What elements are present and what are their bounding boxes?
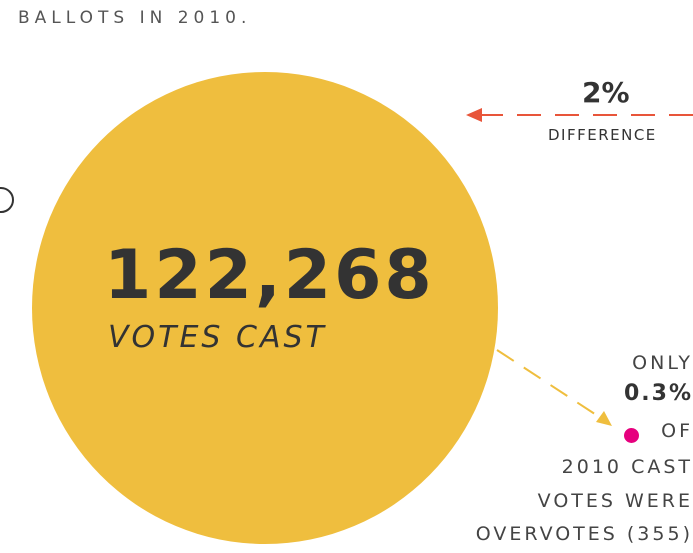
overvotes-line-3: OVERVOTES (355) — [475, 523, 693, 545]
difference-label: DIFFERENCE — [548, 126, 657, 144]
overvotes-dot-icon — [624, 428, 639, 443]
votes-cast-number: 122,268 — [104, 236, 435, 315]
overvotes-only-text: ONLY — [632, 352, 693, 374]
intro-text: BALLOTS IN 2010. — [18, 8, 252, 28]
overvotes-of-text: OF — [661, 420, 693, 442]
overvotes-arrow — [496, 349, 612, 426]
votes-cast-circle — [32, 72, 498, 544]
votes-cast-label: VOTES CAST — [108, 320, 327, 355]
overvotes-line-1: 2010 CAST — [561, 456, 693, 478]
difference-arrow — [466, 108, 693, 122]
difference-percent: 2% — [582, 76, 630, 109]
overvotes-percent: 0.3% — [623, 381, 693, 406]
overvotes-line-2: VOTES WERE — [537, 490, 693, 512]
